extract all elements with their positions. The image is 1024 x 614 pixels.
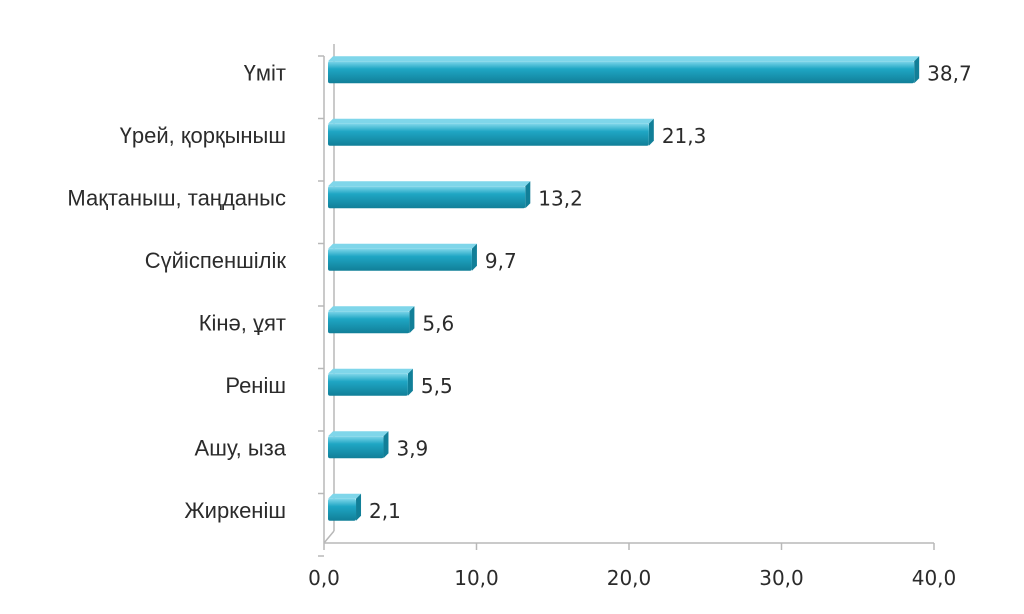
bar-top-face [328, 243, 477, 249]
value-label: 5,5 [421, 374, 453, 398]
bar-side-face [525, 181, 531, 209]
value-label: 3,9 [396, 436, 428, 460]
x-tick-label: 30,0 [759, 566, 804, 590]
bar-front-face [328, 498, 357, 521]
category-label: Жиркеніш [184, 498, 286, 523]
bar-top-face [328, 118, 654, 124]
value-label: 13,2 [538, 186, 583, 210]
bar [328, 56, 920, 84]
bar-side-face [914, 56, 920, 84]
bar-front-face [328, 436, 384, 459]
x-tick-label: 40,0 [912, 566, 957, 590]
category-label: Сүйіспеншілік [145, 248, 287, 273]
category-label: Үміт [244, 60, 286, 85]
category-label: Кінә, ұят [199, 310, 286, 335]
bar [328, 118, 654, 146]
bar-side-face [356, 493, 362, 521]
x-tick-label: 20,0 [607, 566, 652, 590]
bar-side-face [407, 368, 413, 396]
bar [328, 181, 531, 209]
value-label: 9,7 [485, 249, 517, 273]
bar-side-face [471, 243, 477, 271]
value-label: 21,3 [662, 124, 707, 148]
x-tick-label: 10,0 [454, 566, 499, 590]
category-label: Реніш [225, 373, 286, 398]
category-label: Ашу, ыза [195, 435, 287, 460]
bar-front-face [328, 373, 408, 396]
bar-front-face [328, 186, 526, 209]
chart-bars [328, 56, 920, 521]
bar [328, 306, 415, 334]
bar-side-face [648, 118, 654, 146]
bar-front-face [328, 123, 649, 146]
bar-top-face [328, 181, 531, 187]
bar-top-face [328, 56, 920, 62]
bar-front-face [328, 248, 472, 271]
axis-depth-line [323, 530, 335, 544]
category-label: Үрей, қорқыныш [120, 123, 286, 148]
x-tick-label: 0,0 [308, 566, 340, 590]
bar [328, 431, 389, 459]
bar-top-face [328, 431, 389, 437]
bar-front-face [328, 311, 410, 334]
chart-labels: 0,0 10,0 20,0 30,0 40,0 Үміт 38,7 Үрей, қорқыны… [67, 60, 971, 590]
category-label: Мақтаныш, таңданыс [67, 185, 286, 210]
bar-side-face [383, 431, 389, 459]
bar-top-face [328, 493, 362, 499]
bar [328, 243, 477, 271]
bar-side-face [409, 306, 415, 334]
value-label: 2,1 [369, 499, 401, 523]
bar-top-face [328, 306, 415, 312]
bar-top-face [328, 368, 413, 374]
bar [328, 368, 413, 396]
value-label: 5,6 [422, 311, 454, 335]
bar-front-face [328, 61, 915, 84]
bar [328, 493, 362, 521]
value-label: 38,7 [927, 61, 972, 85]
